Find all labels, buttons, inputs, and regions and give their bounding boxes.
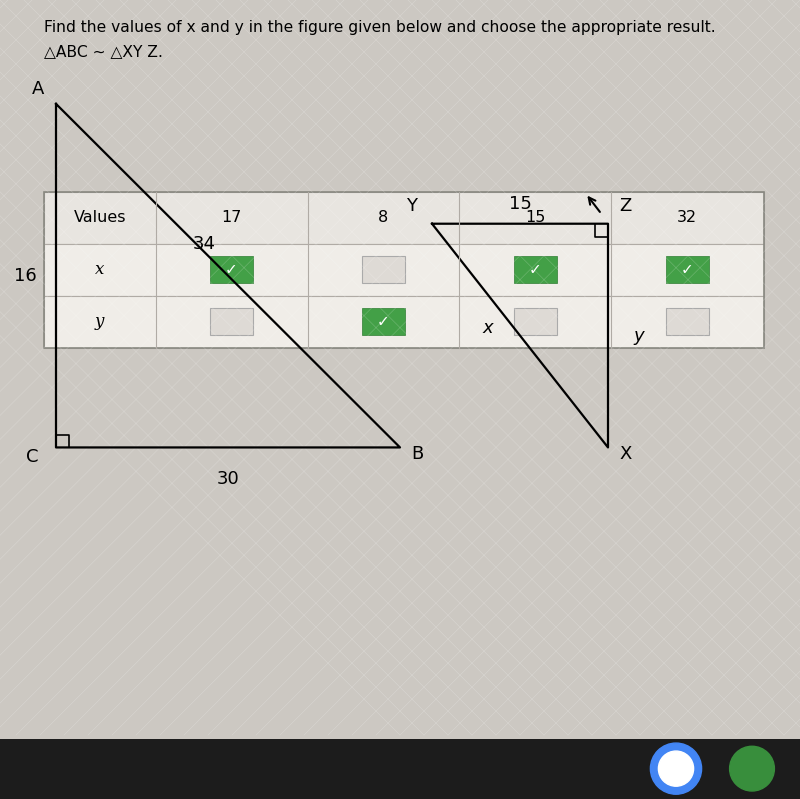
Text: B: B — [411, 445, 424, 463]
Bar — [362, 256, 405, 283]
Text: ✓: ✓ — [529, 262, 542, 277]
Bar — [44, 244, 764, 296]
Bar — [0, 739, 800, 799]
Bar — [514, 256, 557, 283]
Bar — [210, 308, 253, 335]
Text: 32: 32 — [678, 210, 698, 225]
Bar — [514, 308, 557, 335]
Text: x: x — [482, 319, 494, 336]
Circle shape — [730, 746, 774, 791]
Text: ✓: ✓ — [681, 262, 694, 277]
Bar — [44, 192, 764, 348]
Text: A: A — [32, 81, 45, 98]
Text: 15: 15 — [509, 195, 531, 213]
Text: Z: Z — [619, 197, 632, 215]
Bar — [210, 256, 253, 283]
Text: 34: 34 — [193, 235, 215, 252]
Text: Find the values of x and y in the figure given below and choose the appropriate : Find the values of x and y in the figure… — [44, 20, 716, 35]
Bar — [666, 308, 709, 335]
Bar — [666, 256, 709, 283]
Text: 30: 30 — [217, 471, 239, 488]
Bar — [44, 192, 764, 244]
Circle shape — [658, 751, 694, 786]
Text: y: y — [633, 327, 644, 344]
Bar — [44, 296, 764, 348]
Bar — [362, 308, 405, 335]
Text: 8: 8 — [378, 210, 389, 225]
Text: 16: 16 — [14, 267, 37, 284]
Text: ✓: ✓ — [377, 314, 390, 329]
Text: y: y — [95, 313, 105, 330]
Text: x: x — [95, 261, 105, 278]
Text: Values: Values — [74, 210, 126, 225]
Text: C: C — [26, 448, 38, 466]
Text: △ABC ~ △XY Z.: △ABC ~ △XY Z. — [44, 44, 163, 59]
Text: 15: 15 — [526, 210, 546, 225]
Circle shape — [650, 743, 702, 794]
Text: 17: 17 — [222, 210, 242, 225]
Text: ✓: ✓ — [225, 262, 238, 277]
Text: X: X — [619, 445, 632, 463]
Text: Y: Y — [406, 197, 418, 215]
